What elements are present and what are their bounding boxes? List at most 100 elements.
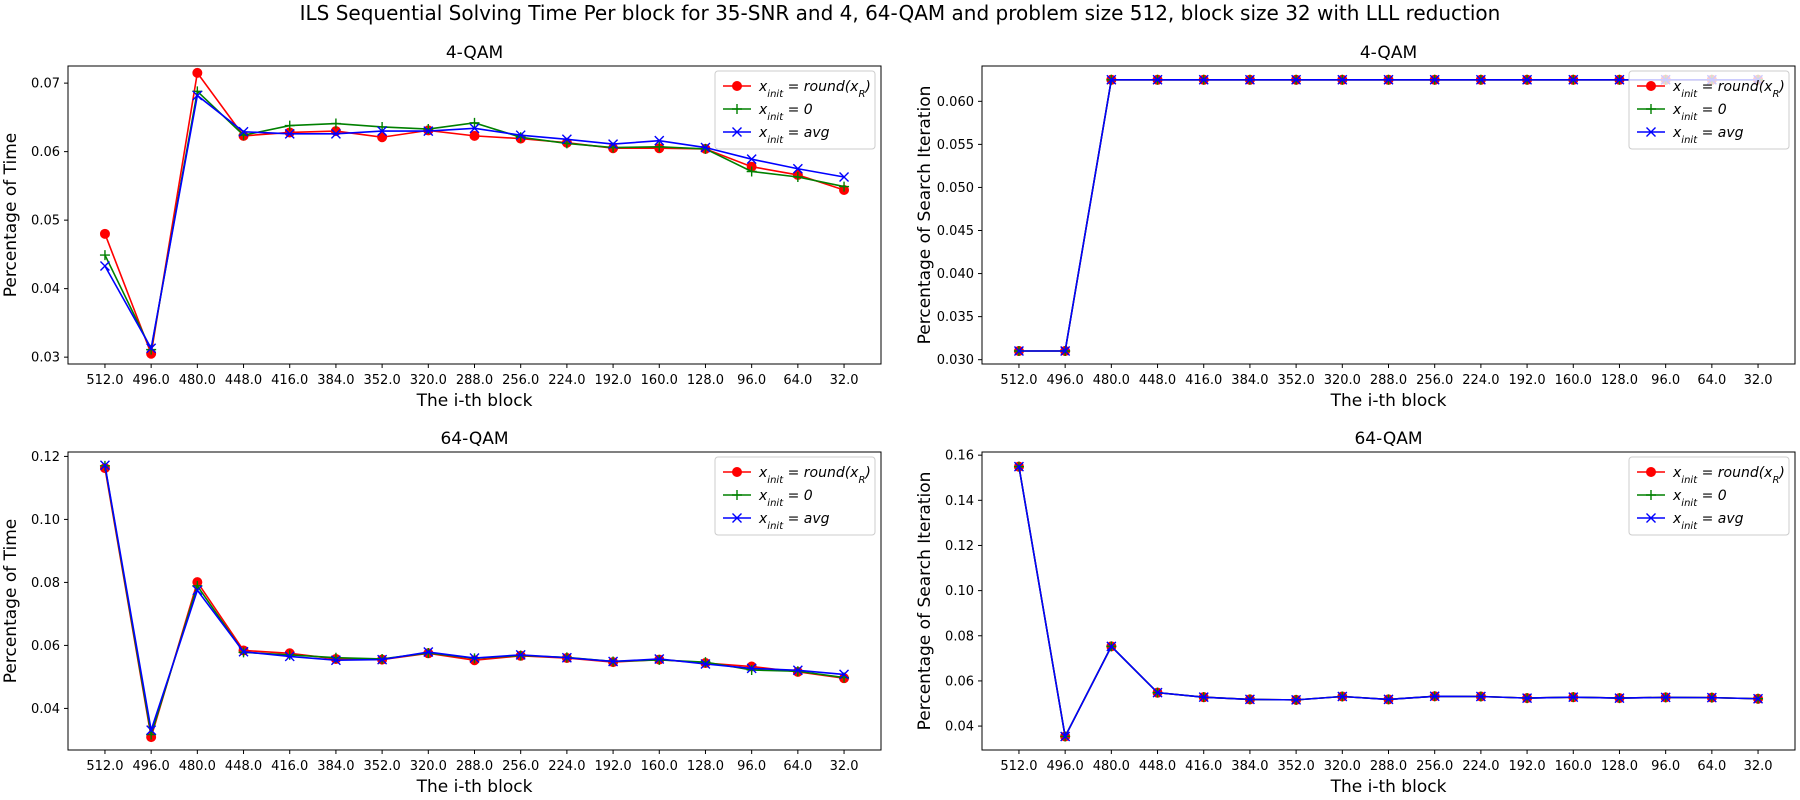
panel-1-zero-point-8: [469, 117, 480, 128]
panel-3-avg-point-8: [469, 653, 480, 664]
panel-3-legend-label-zero: xinit = 0: [758, 488, 813, 509]
panel-4-avg-point-2: [1106, 641, 1117, 652]
panel-1-avg-point-13: [700, 142, 711, 153]
panel-4-legend-avg-point-0: [1646, 513, 1656, 523]
panel-4-xtick-label: 352.0: [1278, 759, 1315, 774]
panel-4-avg-point-12: [1568, 692, 1579, 703]
panel-1-round-point-2: [192, 67, 203, 78]
panel-1-xtick-label: 32.0: [830, 373, 859, 388]
panel-1-zero-point-5: [330, 118, 341, 129]
panel-1-xtick-label: 496.0: [133, 373, 170, 388]
panel-1-xtick-label: 384.0: [317, 373, 354, 388]
panel-2-legend-label-avg: xinit = avg: [1672, 125, 1744, 146]
panel-3-xtick-label: 96.0: [737, 759, 766, 774]
panel-4-xtick-label: 160.0: [1555, 759, 1592, 774]
panel-1-xtick-label: 96.0: [737, 373, 766, 388]
panel-3-xtick-label: 224.0: [548, 759, 585, 774]
panel-4-xtick-label: 512.0: [1000, 759, 1037, 774]
panel-1-legend-label-zero: xinit = 0: [758, 102, 813, 123]
panel-1-xtick-label: 64.0: [783, 373, 812, 388]
panel-4-xtick-label: 256.0: [1416, 759, 1453, 774]
panel-4-legend-zero-point-0: [1646, 490, 1656, 500]
panel-1-avg-point-1: [146, 343, 157, 354]
panel-2-xtick-label: 224.0: [1462, 373, 1499, 388]
panel-2-legend-label-zero: xinit = 0: [1672, 102, 1727, 123]
panel-1-zero-point-9: [515, 132, 526, 143]
panel-2-xtick-label: 64.0: [1697, 373, 1726, 388]
panel-2-xtick-label: 512.0: [1000, 373, 1037, 388]
panel-3-xtick-label: 128.0: [687, 759, 724, 774]
panel-2-ytick-label: 0.030: [937, 353, 974, 368]
panel-1-xtick-label: 160.0: [641, 373, 678, 388]
panel-4-xtick-label: 416.0: [1185, 759, 1222, 774]
panel-4-ylabel: Percentage of Search Iteration: [915, 472, 935, 731]
panel-1-xtick-label: 288.0: [456, 373, 493, 388]
panel-4-xtick-label: 480.0: [1093, 759, 1130, 774]
panel-3-ytick-label: 0.04: [31, 702, 60, 717]
panel-1-legend-round-point-0: [732, 81, 742, 91]
panel-2-avg-point-13: [1614, 74, 1625, 85]
panel-2-ytick-label: 0.035: [937, 310, 974, 325]
panel-1-avg-point-4: [284, 128, 295, 139]
panel-2-avg-point-12: [1568, 74, 1579, 85]
panel-3-xtick-label: 448.0: [225, 759, 262, 774]
panel-2-xtick-label: 288.0: [1370, 373, 1407, 388]
panel-4-ytick-label: 0.10: [945, 584, 974, 599]
panel-1-zero-point-15: [792, 171, 803, 182]
panel-1-avg-point-2: [192, 90, 203, 101]
panel-3-zero-point-4: [284, 649, 295, 660]
panel-3-xtick-label: 480.0: [179, 759, 216, 774]
panel-3-avg-point-9: [515, 649, 526, 660]
panel-1-avg-point-3: [238, 126, 249, 137]
panel-4-legend-box: [1628, 456, 1790, 536]
panel-2-legend-avg-point-0: [1646, 127, 1656, 137]
panel-4-avg-point-8: [1383, 694, 1394, 705]
panel-1-xtick-label: 480.0: [179, 373, 216, 388]
panel-2-avg-point-11: [1522, 74, 1533, 85]
panel-2-xtick-label: 352.0: [1278, 373, 1315, 388]
panel-4-avg-point-11: [1522, 693, 1533, 704]
panel-3-avg-point-3: [238, 646, 249, 657]
panel-1-zero-point-7: [423, 124, 434, 135]
panel-2-avg-point-8: [1383, 74, 1394, 85]
panel-2-legend-label-round: xinit = round(xR): [1672, 79, 1785, 100]
panel-1-legend-label-round: xinit = round(xR): [758, 79, 871, 100]
panel-2-xtick-label: 416.0: [1185, 373, 1222, 388]
panel-4-avg-point-0: [1013, 461, 1024, 472]
panel-1-legend-box: [714, 70, 876, 150]
panel-2-xtick-label: 96.0: [1651, 373, 1680, 388]
panel-1-avg-point-15: [792, 163, 803, 174]
panel-4-ytick-label: 0.08: [945, 629, 974, 644]
panel-3-ytick-label: 0.10: [31, 513, 60, 528]
panel-2-xtick-label: 448.0: [1139, 373, 1176, 388]
panel-3-avg-point-11: [608, 656, 619, 667]
figure-suptitle: ILS Sequential Solving Time Per block fo…: [300, 1, 1501, 25]
panel-1-zero-point-12: [654, 141, 665, 152]
panel-1-ytick-label: 0.06: [31, 145, 60, 160]
panel-2-avg-point-4: [1198, 74, 1209, 85]
panel-3-xtick-label: 192.0: [594, 759, 631, 774]
panel-3-xtick-label: 160.0: [641, 759, 678, 774]
panel-3-zero-point-13: [700, 657, 711, 668]
panel-4-xtick-label: 496.0: [1047, 759, 1084, 774]
panel-2-avg-point-1: [1060, 346, 1071, 356]
panel-1-title: 4-QAM: [446, 43, 503, 63]
panel-3-xtick-label: 416.0: [271, 759, 308, 774]
panel-1-avg-point-6: [377, 126, 388, 137]
panel-3-avg-point-14: [746, 663, 757, 674]
panel-1-avg-point-11: [608, 139, 619, 150]
panel-1-avg-point-10: [561, 134, 572, 145]
panel-3-avg-point-13: [700, 659, 711, 669]
panel-3-avg-point-15: [792, 665, 803, 676]
panel-1-avg-point-5: [330, 128, 341, 139]
panel-3-ytick-label: 0.12: [31, 450, 60, 465]
panel-4-xtick-label: 288.0: [1370, 759, 1407, 774]
panel-1-xtick-label: 416.0: [271, 373, 308, 388]
panel-4-avg-point-10: [1475, 691, 1486, 702]
panel-2-avg-point-7: [1337, 74, 1348, 85]
panel-3-xtick-label: 256.0: [502, 759, 539, 774]
panel-3-xtick-label: 32.0: [830, 759, 859, 774]
panel-4-xtick-label: 448.0: [1139, 759, 1176, 774]
